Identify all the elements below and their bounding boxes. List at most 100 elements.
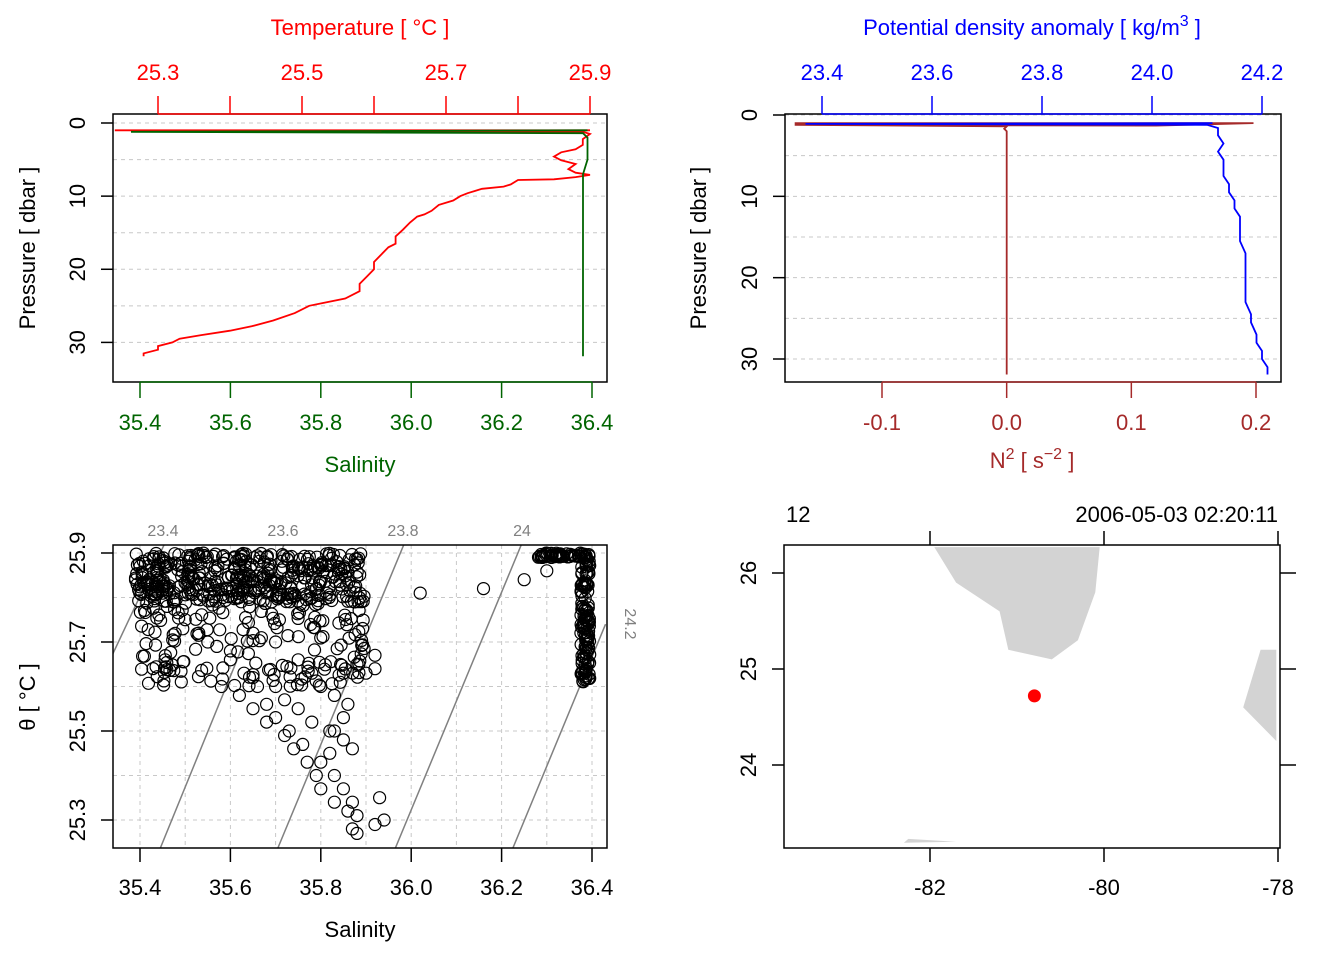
data-point xyxy=(181,549,195,563)
x-tick-label: 36.0 xyxy=(390,875,433,900)
y-tick-label: 0 xyxy=(737,109,762,121)
data-point xyxy=(161,558,175,572)
data-point xyxy=(299,592,313,607)
data-point xyxy=(176,655,190,669)
y-tick-label: 10 xyxy=(65,184,90,208)
data-point xyxy=(341,804,355,818)
data-point xyxy=(325,593,339,608)
data-point xyxy=(575,600,589,614)
data-point xyxy=(283,670,297,684)
data-point xyxy=(135,584,149,599)
bottom-axis-title-end: ] xyxy=(1062,448,1074,473)
data-point xyxy=(151,586,165,600)
density-line xyxy=(805,122,1269,375)
data-point xyxy=(336,782,350,796)
data-point xyxy=(133,559,147,573)
data-point xyxy=(325,677,339,691)
data-point xyxy=(250,679,265,694)
data-point xyxy=(540,564,554,578)
data-point xyxy=(356,638,370,652)
data-point xyxy=(341,697,355,711)
data-point xyxy=(292,606,306,620)
data-point xyxy=(178,596,193,610)
data-point xyxy=(336,710,350,725)
data-point xyxy=(352,665,366,680)
data-point xyxy=(354,547,368,561)
y-axis-title: θ [ °C ] xyxy=(15,663,40,730)
data-point xyxy=(148,638,163,652)
data-point xyxy=(242,679,256,693)
y-tick-label: 30 xyxy=(65,330,90,354)
data-point xyxy=(304,617,318,632)
top-axis-title-sup: 3 xyxy=(1180,13,1189,30)
data-point xyxy=(291,702,305,716)
data-point xyxy=(201,635,215,649)
data-point xyxy=(176,622,190,636)
data-point xyxy=(298,549,312,563)
data-point xyxy=(336,666,350,680)
data-point xyxy=(334,657,348,672)
data-point xyxy=(216,661,230,675)
bottom-axis-title: N2 [ s−2 ] xyxy=(990,446,1075,473)
data-point xyxy=(205,598,219,612)
data-point xyxy=(150,670,164,684)
data-point xyxy=(271,588,285,602)
data-point xyxy=(262,663,276,677)
data-point xyxy=(285,559,299,574)
data-point xyxy=(345,795,359,809)
data-point xyxy=(352,603,366,618)
data-point xyxy=(135,619,149,633)
y-tick-label: 20 xyxy=(65,257,90,281)
data-point xyxy=(158,653,172,667)
x-tick-label: 35.8 xyxy=(299,875,342,900)
data-point xyxy=(231,645,245,659)
data-point xyxy=(309,768,323,783)
bottom-tick-label: 35.6 xyxy=(209,410,252,435)
top-tick-label: 25.9 xyxy=(569,60,612,85)
data-point xyxy=(212,601,226,615)
x-tick-label: 36.4 xyxy=(571,875,614,900)
data-point xyxy=(324,551,339,566)
data-point xyxy=(305,715,319,729)
land-polygon xyxy=(1243,649,1277,741)
data-point xyxy=(263,557,277,571)
data-point xyxy=(284,549,299,564)
data-point xyxy=(254,604,268,619)
data-point xyxy=(246,633,260,648)
data-point xyxy=(174,579,188,593)
data-point xyxy=(583,647,597,662)
data-point xyxy=(135,565,149,579)
top-axis-title: Potential density anomaly [ kg/m3 ] xyxy=(863,13,1201,40)
data-point xyxy=(295,678,309,692)
data-point xyxy=(138,605,152,620)
data-point xyxy=(312,574,327,589)
data-point xyxy=(277,549,291,563)
n2-line xyxy=(794,122,1254,375)
data-point xyxy=(333,675,347,689)
bottom-axis-title-sup2: −2 xyxy=(1044,446,1062,463)
data-point xyxy=(291,561,305,575)
data-point xyxy=(300,755,314,769)
data-point xyxy=(312,678,326,692)
data-point xyxy=(139,636,153,651)
data-point xyxy=(130,567,144,581)
bottom-tick-label: 35.8 xyxy=(299,410,342,435)
isopycnal-label: 23.8 xyxy=(387,523,418,540)
data-point xyxy=(213,623,227,637)
data-point xyxy=(581,565,596,579)
data-point xyxy=(280,659,294,674)
data-point xyxy=(249,584,263,598)
top-tick-label: 23.8 xyxy=(1021,60,1064,85)
y-tick-label: 0 xyxy=(65,117,90,129)
data-point xyxy=(580,566,594,580)
data-point xyxy=(195,663,209,678)
ts-profile-panel: 25.3 25.5 25.7 25.9 Temperature [ °C ] 35.4 35… xyxy=(15,15,613,477)
data-point xyxy=(306,564,320,578)
data-point xyxy=(163,663,177,678)
data-point xyxy=(341,594,355,608)
bottom-tick-label: 35.4 xyxy=(119,410,162,435)
data-point xyxy=(333,548,347,563)
data-point xyxy=(232,688,246,703)
data-point xyxy=(217,556,231,571)
data-point xyxy=(291,630,305,644)
